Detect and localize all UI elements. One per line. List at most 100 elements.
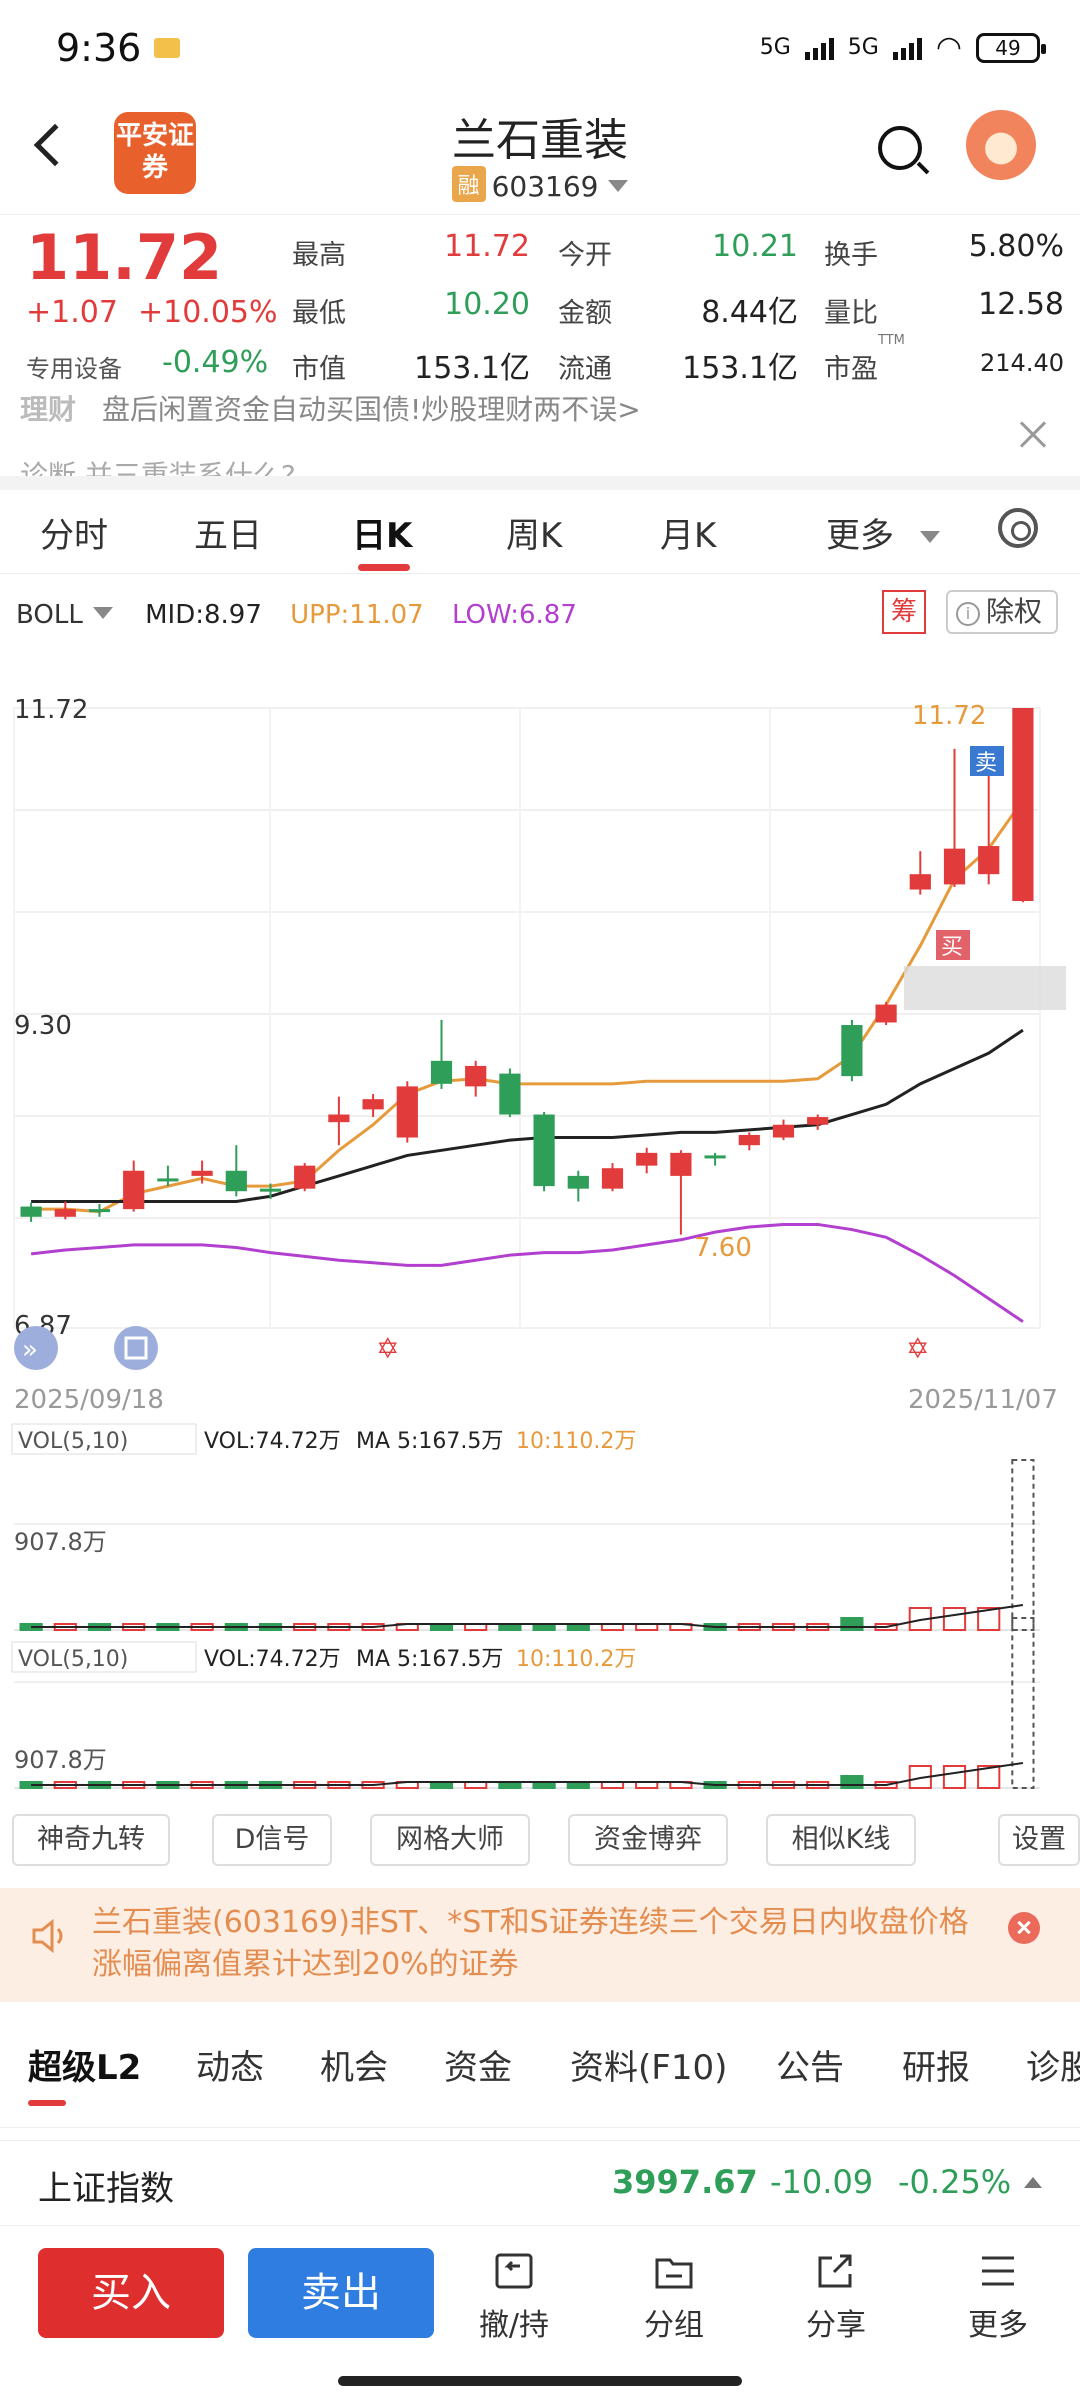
candle-body-8 bbox=[294, 1165, 316, 1189]
search-icon[interactable] bbox=[878, 126, 922, 170]
tool-fund-button[interactable]: 资金博弈 bbox=[568, 1814, 728, 1866]
candle-body-17 bbox=[601, 1168, 624, 1189]
net-label-1: 5G bbox=[759, 35, 791, 60]
tab-l2[interactable]: 超级L2 bbox=[28, 2048, 142, 2088]
avatar[interactable] bbox=[966, 110, 1036, 180]
candle-body-26 bbox=[909, 874, 931, 890]
tool-grid-button[interactable]: 网格大师 bbox=[370, 1814, 530, 1866]
news-ticker[interactable]: 理财 盘后闲置资金自动买国债!炒股理财两不误> 诊断 并三重装系什么? bbox=[0, 388, 1080, 488]
buy-tag-bg bbox=[936, 930, 970, 960]
chip-zone bbox=[904, 966, 1066, 1010]
menu-icon bbox=[982, 2256, 1014, 2286]
scroll-left-button[interactable] bbox=[14, 1326, 58, 1370]
vol-value: VOL:74.72万 bbox=[204, 1429, 341, 1454]
candle-body-21 bbox=[738, 1134, 760, 1146]
vol-indicator-box bbox=[11, 1423, 197, 1455]
expand-icon bbox=[124, 1336, 148, 1360]
tab-fenshi[interactable]: 分时 bbox=[40, 516, 108, 556]
buy-button[interactable]: 买入 bbox=[38, 2248, 224, 2338]
candle-body-0 bbox=[20, 1206, 42, 1217]
more-button[interactable]: 更多 bbox=[938, 2252, 1058, 2344]
chevron-up-icon[interactable] bbox=[1024, 2177, 1042, 2188]
tab-zhouk[interactable]: 周K bbox=[506, 516, 563, 556]
tab-more[interactable]: 更多 bbox=[826, 508, 940, 557]
fullscreen-button[interactable] bbox=[114, 1326, 158, 1370]
tab-zhengu[interactable]: 诊股 bbox=[1026, 2048, 1080, 2088]
vol-value-2: VOL:74.72万 bbox=[204, 1647, 341, 1672]
candle-body-15 bbox=[533, 1114, 555, 1187]
tool-settings-button[interactable]: 设置 bbox=[998, 1814, 1080, 1866]
quote-value-0: 11.72 bbox=[444, 229, 530, 264]
speaker-icon bbox=[32, 1918, 63, 1954]
candle-body-6 bbox=[225, 1170, 247, 1192]
sell-button[interactable]: 卖出 bbox=[248, 2248, 434, 2338]
alert-text: 兰石重装(603169)非ST、*ST和S证券连续三个交易日内收盘价格涨幅偏离值… bbox=[92, 1905, 969, 1982]
tab-yuek[interactable]: 月K bbox=[660, 516, 717, 556]
tab-f10[interactable]: 资料(F10) bbox=[570, 2048, 728, 2088]
tab-jihui[interactable]: 机会 bbox=[320, 2048, 388, 2088]
tab-zijin[interactable]: 资金 bbox=[444, 2048, 512, 2088]
chip-button[interactable]: 筹 bbox=[882, 590, 926, 634]
industry-name[interactable]: 专用设备 bbox=[26, 355, 122, 383]
exright-button[interactable]: i 除权 bbox=[946, 590, 1058, 634]
sell-tag[interactable]: 卖 bbox=[975, 751, 997, 776]
star-marker-icon[interactable]: ✡ bbox=[376, 1332, 399, 1365]
tab-gonggao[interactable]: 公告 bbox=[776, 2048, 844, 2088]
star-marker-icon[interactable]: ✡ bbox=[906, 1332, 929, 1365]
candle-body-5 bbox=[191, 1170, 213, 1176]
candlestick-chart[interactable]: 11.72 9.30 6.87 11.72 7.60 2025/09/18 20… bbox=[0, 638, 1080, 1798]
index-change: -10.09 bbox=[770, 2163, 874, 2201]
low-marker: 7.60 bbox=[694, 1233, 752, 1263]
candle-body-27 bbox=[943, 848, 966, 885]
boll-low: LOW:6.87 bbox=[452, 600, 577, 630]
share-button[interactable]: 分享 bbox=[776, 2252, 896, 2344]
price-change-pct: +10.05% bbox=[138, 295, 278, 330]
tab-rik[interactable]: 日K bbox=[352, 516, 413, 556]
buy-tag[interactable]: 买 bbox=[941, 935, 963, 960]
active-tab-indicator bbox=[358, 564, 410, 571]
home-indicator[interactable] bbox=[338, 2376, 742, 2386]
group-label: 分组 bbox=[644, 2308, 704, 2343]
candle-body-7 bbox=[259, 1188, 282, 1192]
vol-ma5-2: MA 5:167.5万 bbox=[356, 1647, 503, 1672]
alert-banner[interactable]: 兰石重装(603169)非ST、*ST和S证券连续三个交易日内收盘价格涨幅偏离值… bbox=[0, 1888, 1080, 2002]
stock-code-row[interactable]: 融 603169 bbox=[0, 166, 1080, 203]
tab-wuri[interactable]: 五日 bbox=[194, 516, 262, 556]
last-price: 11.72 bbox=[26, 221, 223, 294]
x-end-label: 2025/11/07 bbox=[908, 1385, 1058, 1415]
tab-yanbao[interactable]: 研报 bbox=[902, 2048, 970, 2088]
tool-similar-button[interactable]: 相似K线 bbox=[766, 1814, 916, 1866]
vol-ma10-2: 10:110.2万 bbox=[516, 1647, 636, 1672]
vol-ytick: 907.8万 bbox=[14, 1528, 107, 1556]
candle-body-18 bbox=[636, 1152, 658, 1166]
candle-body-10 bbox=[362, 1099, 384, 1110]
group-button[interactable]: 分组 bbox=[614, 2252, 734, 2344]
tool-dsignal-button[interactable]: D信号 bbox=[212, 1814, 332, 1866]
broker-logo[interactable]: 平安证券 bbox=[114, 112, 196, 194]
exright-label: 除权 bbox=[986, 595, 1043, 628]
close-icon[interactable] bbox=[1008, 1912, 1040, 1944]
quote-value-7: 153.1亿 bbox=[682, 351, 798, 386]
candle-body-25 bbox=[875, 1004, 897, 1023]
vol-indicator-name[interactable]: VOL(5,10) bbox=[18, 1429, 128, 1454]
vol2-ma5-line bbox=[31, 1762, 1024, 1786]
candle-body-9 bbox=[328, 1114, 350, 1123]
period-tabs: 分时 五日 日K 周K 月K 更多 bbox=[0, 492, 1080, 574]
news-text[interactable]: 盘后闲置资金自动买国债!炒股理财两不误> bbox=[102, 393, 641, 426]
signal-icon-2 bbox=[892, 36, 922, 60]
quote-label-3: 最低 bbox=[292, 298, 346, 329]
gear-icon[interactable] bbox=[998, 508, 1038, 548]
tool-shenqi-button[interactable]: 神奇九转 bbox=[12, 1814, 170, 1866]
ttm-label: TTM bbox=[878, 333, 905, 348]
close-icon[interactable] bbox=[1016, 418, 1050, 452]
vol1-ma5-line bbox=[31, 1604, 1024, 1628]
candle-body-11 bbox=[396, 1086, 418, 1138]
tab-dongtai[interactable]: 动态 bbox=[196, 2048, 264, 2088]
vol-indicator-name-2[interactable]: VOL(5,10) bbox=[18, 1647, 128, 1672]
boll-indicator-row[interactable]: BOLL MID:8.97 UPP:11.07 LOW:6.87 bbox=[16, 600, 577, 630]
quote-value-6: 153.1亿 bbox=[414, 351, 530, 386]
index-pct: -0.25% bbox=[898, 2163, 1012, 2201]
cancel-hold-button[interactable]: 撤/持 bbox=[454, 2252, 574, 2344]
index-ticker[interactable]: 上证指数 3997.67 -10.09 -0.25% bbox=[0, 2140, 1080, 2226]
series-line-upp bbox=[31, 799, 1025, 1214]
